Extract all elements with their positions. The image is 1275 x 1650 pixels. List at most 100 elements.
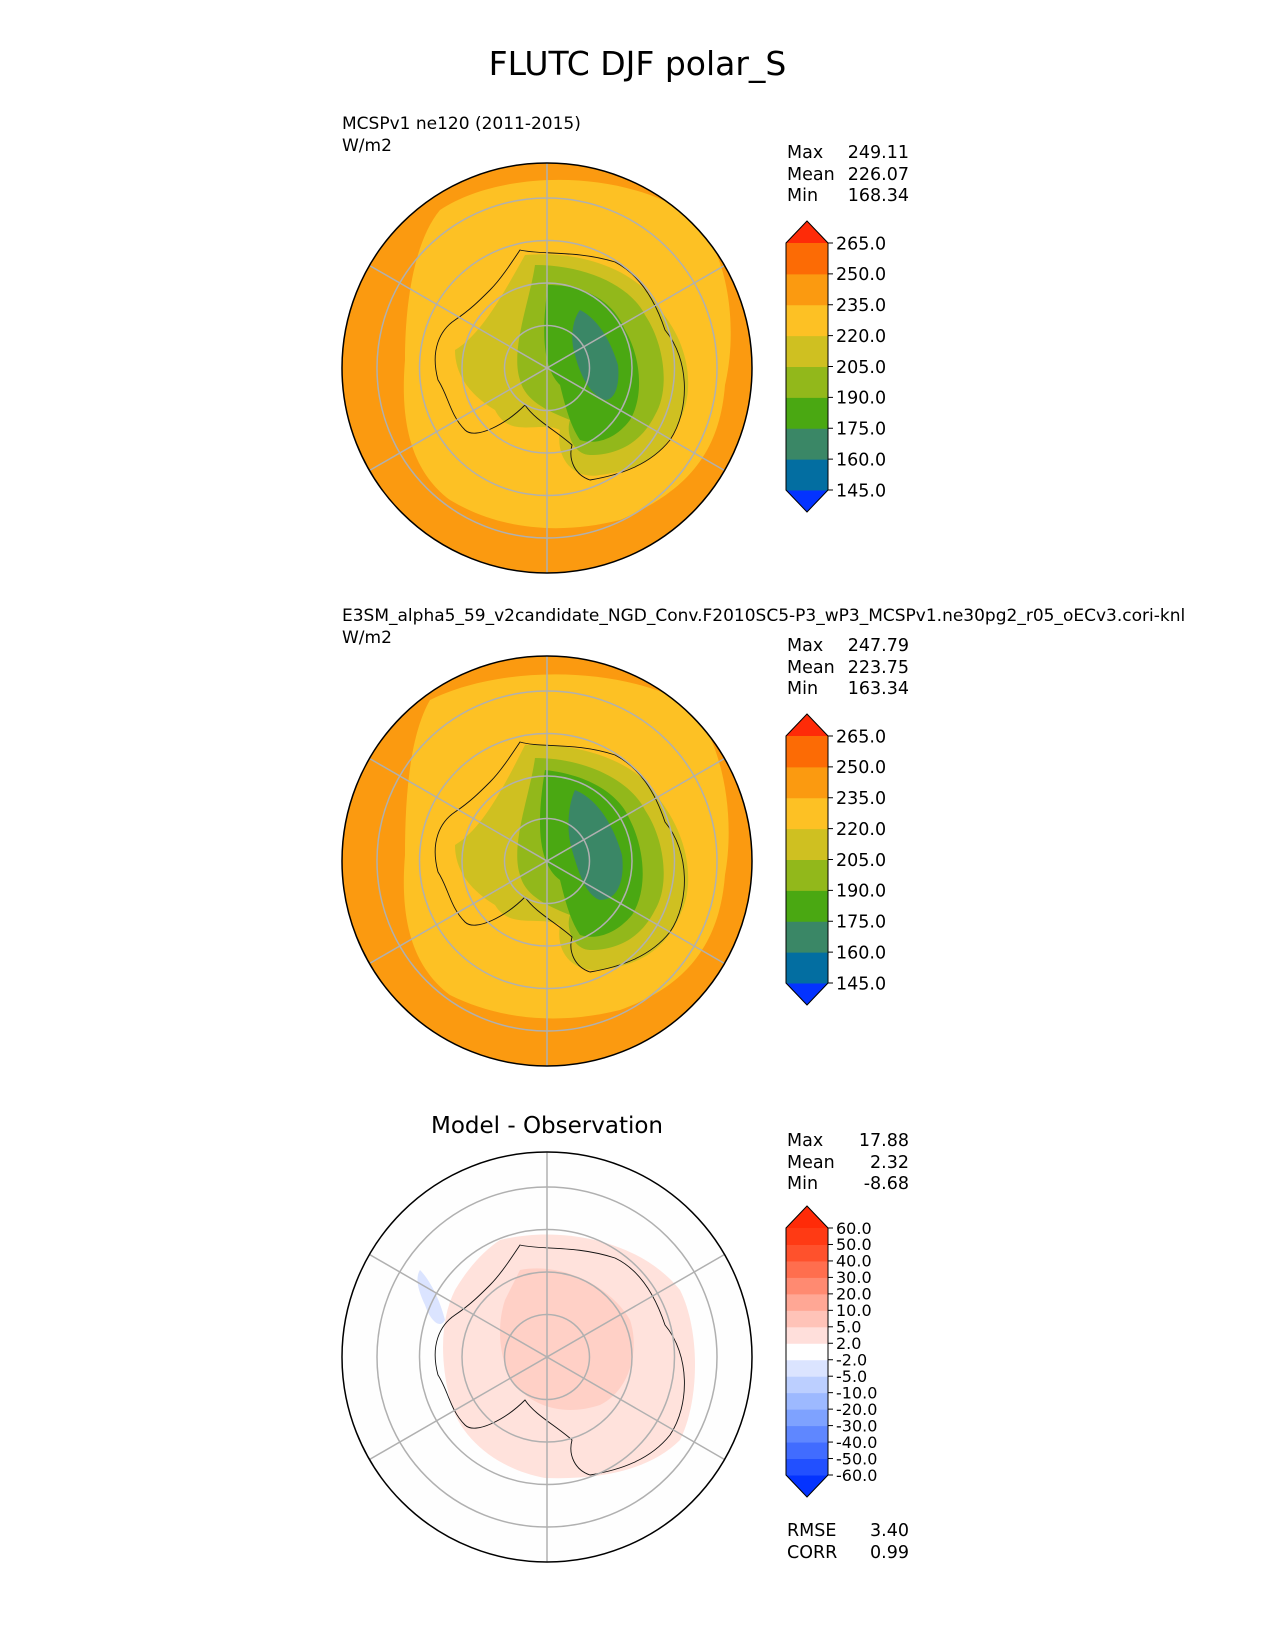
colorbar-tick-label: -60.0: [836, 1466, 877, 1485]
colorbar-tick-label: 220.0: [836, 327, 886, 347]
stat-min: 168.34: [847, 186, 909, 207]
colorbar-tick-label: 145.0: [836, 481, 886, 501]
stat-mean: 226.07: [847, 164, 909, 185]
colorbar-segment: [786, 1458, 828, 1476]
colorbar-tick-label: -50.0: [836, 1449, 877, 1468]
colorbar-segment: [786, 952, 828, 984]
map-2-frame: [341, 655, 753, 1067]
stat-label: Min: [787, 679, 819, 700]
stat-label: Mean: [787, 657, 835, 678]
stat-label: Min: [787, 186, 819, 207]
colorbar-segment: [786, 797, 828, 830]
panel-2-header: E3SM_alpha5_59_v2candidate_NGD_Conv.F201…: [342, 605, 1185, 649]
colorbar-tick-label: 30.0: [836, 1268, 872, 1287]
colorbar-tick-label: -2.0: [836, 1350, 867, 1369]
colorbar-tick-label: 40.0: [836, 1252, 872, 1271]
metric-label: CORR: [787, 1542, 838, 1563]
stat-min: -8.68: [863, 1174, 909, 1195]
polar-map-1: [341, 162, 753, 574]
colorbar-2: 145.0 160.0 175.0 190.0 205.0 220.0 235.0 250.0…: [785, 713, 886, 1006]
colorbar-tick-label: 190.0: [836, 882, 886, 902]
colorbar-segment: [786, 366, 828, 398]
colorbar-tick-label: -40.0: [836, 1433, 877, 1452]
colorbar-segment: [786, 736, 828, 768]
colorbar-segment: [786, 428, 828, 460]
panel-2-name: E3SM_alpha5_59_v2candidate_NGD_Conv.F201…: [342, 606, 1186, 626]
colorbar-segment: [786, 890, 828, 922]
colorbar-segment: [786, 1244, 828, 1262]
colorbar-segment: [786, 828, 828, 860]
colorbar-extend-max: [786, 714, 828, 736]
colorbar-tick-label: 60.0: [836, 1219, 872, 1238]
metric-corr: 0.99: [870, 1542, 909, 1563]
colorbar-tick-label: 5.0: [836, 1318, 861, 1337]
colorbar-tick-label: -20.0: [836, 1400, 877, 1419]
stat-label: Max: [787, 143, 824, 163]
polar-map-3: [341, 1151, 753, 1563]
colorbar-segment: [786, 859, 828, 891]
colorbar-tick-label: 250.0: [836, 265, 886, 285]
colorbar-segment: [786, 1442, 828, 1460]
colorbar-tick-label: 175.0: [836, 420, 886, 440]
colorbar-segment: [786, 397, 828, 429]
colorbar-tick-label: 265.0: [836, 234, 886, 254]
map-3-positive-core: [500, 1268, 634, 1410]
panel-1-name: MCSPv1 ne120 (2011-2015): [342, 114, 581, 134]
colorbar-segment: [786, 1277, 828, 1295]
colorbar-3: -60.0-50.0-40.0-30.0-20.0-10.0-5.0-2.02.…: [785, 1205, 877, 1498]
colorbar-tick-label: 20.0: [836, 1285, 872, 1304]
metric-rmse: 3.40: [870, 1521, 909, 1541]
colorbar-tick-label: -30.0: [836, 1416, 877, 1435]
panel-1-header: MCSPv1 ne120 (2011-2015) W/m2: [342, 113, 581, 157]
colorbar-segment: [786, 459, 828, 491]
stat-mean: 2.32: [870, 1152, 909, 1173]
colorbar-segment: [786, 1343, 828, 1361]
map-1-graticule: [369, 163, 725, 573]
map-3-negative-region: [417, 1270, 445, 1325]
colorbar-tick-label: -10.0: [836, 1383, 877, 1402]
colorbar-tick-label: 220.0: [836, 820, 886, 840]
colorbar-tick-label: -5.0: [836, 1367, 867, 1386]
map-3-frame: [341, 1151, 753, 1563]
colorbar-segment: [786, 1326, 828, 1344]
colorbar-segment: [786, 1359, 828, 1377]
map-2-band-175: [568, 790, 623, 900]
colorbar-tick-label: 160.0: [836, 943, 886, 963]
map-2-graticule: [369, 656, 725, 1066]
colorbar-tick-label: 265.0: [836, 727, 886, 747]
stat-max: 247.79: [847, 636, 909, 656]
colorbar-extend-max: [786, 221, 828, 243]
colorbar-extend-min: [786, 983, 828, 1005]
panel-3-metrics: RMSE 3.40 CORR 0.99: [787, 1521, 909, 1564]
stat-min: 163.34: [847, 679, 909, 700]
colorbar-segment: [786, 304, 828, 337]
colorbar-1: 145.0 160.0 175.0 190.0 205.0 220.0 235.0 250.0…: [785, 220, 886, 513]
colorbar-segment: [786, 921, 828, 953]
colorbar-segment: [786, 1376, 828, 1394]
colorbar-extend-min: [786, 1475, 828, 1497]
colorbar-segment: [786, 1228, 828, 1245]
colorbar-extend-min: [786, 490, 828, 512]
colorbar-segment: [786, 1409, 828, 1427]
stat-max: 249.11: [847, 143, 909, 163]
colorbar-tick-label: 205.0: [836, 851, 886, 871]
map-1-band-175: [572, 310, 619, 400]
colorbar-tick-label: 190.0: [836, 389, 886, 409]
stat-max: 17.88: [858, 1131, 909, 1151]
panel-2-stats: Max 247.79 Mean 223.75 Min 163.34: [787, 636, 909, 701]
colorbar-segment: [786, 1425, 828, 1443]
polar-map-2: [341, 655, 753, 1067]
colorbar-tick-label: 2.0: [836, 1334, 861, 1353]
colorbar-segment: [786, 335, 828, 367]
colorbar-segment: [786, 766, 828, 799]
stat-label: Mean: [787, 1152, 835, 1173]
colorbar-segment: [786, 243, 828, 275]
stat-label: Max: [787, 636, 824, 656]
panel-3-title: Model - Observation: [430, 1113, 664, 1139]
figure-title: FLUTC DJF polar_S: [488, 44, 787, 83]
stat-label: Mean: [787, 164, 835, 185]
map-3-coastline: [434, 1244, 685, 1476]
colorbar-extend-max: [786, 1206, 828, 1228]
colorbar-tick-label: 205.0: [836, 358, 886, 378]
